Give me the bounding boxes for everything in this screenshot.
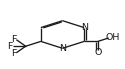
- Text: N: N: [81, 23, 88, 32]
- Text: F: F: [11, 35, 16, 44]
- Text: N: N: [59, 44, 66, 53]
- Text: F: F: [7, 42, 12, 51]
- Text: OH: OH: [106, 33, 120, 42]
- Text: O: O: [94, 48, 102, 57]
- Text: F: F: [11, 49, 16, 58]
